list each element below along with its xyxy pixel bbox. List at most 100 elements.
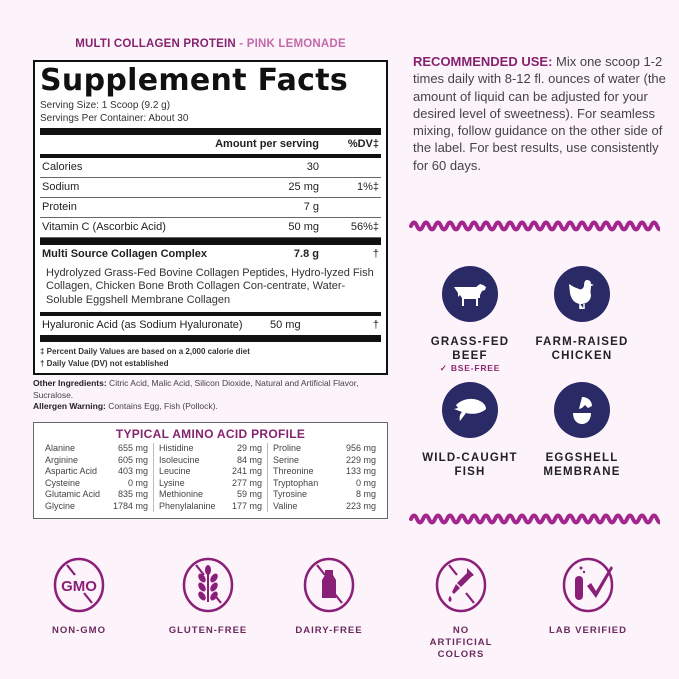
eggshell-icon <box>554 382 610 438</box>
serving-size: Serving Size: 1 Scoop (9.2 g) <box>40 100 171 111</box>
footnote-not-established: † Daily Value (DV) not established <box>40 359 169 369</box>
nutrient-amount: 7.8 g <box>293 248 319 260</box>
source-label: GRASS-FED BEEF <box>415 335 525 363</box>
amino-amount: 229 mg <box>345 454 376 465</box>
amino-row: Tyrosine 8 mg <box>273 489 376 501</box>
other-ingredients: Other Ingredients: Citric Acid, Malic Ac… <box>33 378 388 413</box>
badge-dairy-free: DAIRY-FREE <box>274 556 384 637</box>
amino-name: Isoleucine <box>159 454 200 465</box>
amino-row: Leucine 241 mg <box>159 466 262 478</box>
no-artificial-colors-icon <box>435 557 487 613</box>
amino-name: Valine <box>273 500 298 511</box>
nutrient-name: Multi Source Collagen Complex <box>42 248 208 260</box>
nutrient-amount: 30 <box>306 161 319 173</box>
amino-amount: 29 mg <box>236 443 262 453</box>
badge-label: GLUTEN-FREE <box>168 625 248 636</box>
facts-title: Supplement Facts <box>40 63 349 98</box>
chicken-icon <box>554 266 610 322</box>
dairy-free-icon <box>303 557 355 613</box>
product-name: MULTI COLLAGEN PROTEIN <box>75 38 236 50</box>
allergen-text: Contains Egg, Fish (Pollock). <box>105 401 218 411</box>
nutrient-name: Sodium <box>42 181 80 193</box>
cow-icon <box>442 266 498 322</box>
amino-name: Proline <box>273 443 302 453</box>
amino-row: Arginine 605 mg <box>45 455 148 467</box>
source-label-line: EGGSHELL <box>545 452 619 464</box>
amino-row: Tryptophan 0 mg <box>273 478 376 490</box>
divider <box>40 128 381 135</box>
nutrient-name: Hyaluronic Acid (as Sodium Hyaluronate) <box>42 319 243 332</box>
amino-amount: 835 mg <box>117 489 148 499</box>
badge-label: NON-GMO <box>52 625 106 636</box>
amino-row: Glutamic Acid 835 mg <box>45 489 148 501</box>
amino-name: Leucine <box>159 466 191 476</box>
badge-gluten-free: GLUTEN-FREE <box>153 556 263 637</box>
nutrient-amount: 25 mg <box>288 181 319 193</box>
badge-label: NO ARTIFICIAL COLORS <box>429 625 493 660</box>
amino-row: Phenylalanine 177 mg <box>159 501 262 513</box>
amino-row: Aspartic Acid 403 mg <box>45 466 148 478</box>
source-label-line: BEEF <box>452 350 488 362</box>
amino-title: TYPICAL AMINO ACID PROFILE <box>115 427 306 441</box>
nutrient-dv: † <box>372 248 379 260</box>
amino-row: Isoleucine 84 mg <box>159 455 262 467</box>
divider <box>40 154 381 158</box>
nutrient-dv <box>319 198 379 217</box>
source-label-line: GRASS-FED <box>430 336 510 348</box>
amino-row: Methionine 59 mg <box>159 489 262 501</box>
amino-name: Serine <box>273 454 300 465</box>
amino-row: Histidine 29 mg <box>159 443 262 455</box>
source-label-line: FARM-RAISED <box>535 336 629 348</box>
badge-label: LAB VERIFIED <box>549 625 627 636</box>
lab-verified-icon <box>562 557 614 613</box>
hyaluronic-row: Hyaluronic Acid (as Sodium Hyaluronate) 5… <box>40 316 381 335</box>
amino-amount: 0 mg <box>127 477 148 488</box>
non-gmo-icon: GMO <box>53 557 105 613</box>
source-cow: GRASS-FED BEEF ✓ BSE-FREE <box>415 266 525 374</box>
amino-amount: 8 mg <box>355 489 376 499</box>
badge-non-gmo: GMO NON-GMO <box>24 556 134 637</box>
nutrient-amount: 50 mg <box>270 319 301 332</box>
badge-label: DAIRY-FREE <box>295 625 363 636</box>
amino-column: Proline 956 mg Serine 229 mg Threonine 133 mg… <box>268 443 381 512</box>
nutrient-dv <box>319 158 379 177</box>
amino-row: Alanine 655 mg <box>45 443 148 455</box>
collagen-complex-row: Multi Source Collagen Complex 7.8 g † <box>40 245 381 264</box>
bse-free-note: ✓ BSE-FREE <box>439 363 501 373</box>
nutrient-amount: 50 mg <box>288 221 319 233</box>
source-label: EGGSHELL MEMBRANE <box>527 451 637 479</box>
other-ingredients-text: Citric Acid, Malic Acid, Silicon Dioxide… <box>33 378 359 400</box>
amino-row: Glycine 1784 mg <box>45 501 148 513</box>
supplement-facts-panel: Supplement Facts Serving Size: 1 Scoop (… <box>33 60 388 375</box>
fish-icon <box>442 382 498 438</box>
nutrient-row: Protein 7 g <box>40 198 381 218</box>
separator: - <box>235 38 247 50</box>
facts-header: Amount per serving %DV‡ <box>40 135 381 154</box>
recommended-text: Mix one scoop 1-2 times daily with 8-12 … <box>413 54 666 173</box>
flavor: PINK LEMONADE <box>246 38 346 50</box>
amount-header: Amount per serving <box>215 138 319 150</box>
amino-amount: 403 mg <box>117 466 148 476</box>
dv-header: %DV‡ <box>347 138 379 150</box>
amino-name: Aspartic Acid <box>45 466 98 476</box>
amino-name: Glycine <box>45 500 76 511</box>
amino-amount: 605 mg <box>117 454 148 465</box>
amino-amount: 1784 mg <box>112 500 148 511</box>
amino-acid-profile: TYPICAL AMINO ACID PROFILE Alanine 655 mg… <box>33 422 388 519</box>
amino-row: Serine 229 mg <box>273 455 376 467</box>
servings-per-container: Servings Per Container: About 30 <box>40 113 189 124</box>
source-chicken: FARM-RAISED CHICKEN <box>527 266 637 363</box>
amino-name: Tryptophan <box>273 477 319 488</box>
source-label-line: MEMBRANE <box>543 466 621 478</box>
nutrient-dv: 56%‡ <box>350 221 379 233</box>
nutrient-name: Vitamin C (Ascorbic Acid) <box>42 221 166 233</box>
amino-row: Lysine 277 mg <box>159 478 262 490</box>
amino-amount: 956 mg <box>345 443 376 453</box>
amino-row: Cysteine 0 mg <box>45 478 148 490</box>
source-eggshell: EGGSHELL MEMBRANE <box>527 382 637 479</box>
source-fish: WILD-CAUGHT FISH <box>415 382 525 479</box>
source-label-line: CHICKEN <box>551 350 613 362</box>
amino-name: Phenylalanine <box>159 500 216 511</box>
nutrient-row: Calories 30 <box>40 158 381 178</box>
amino-name: Arginine <box>45 454 79 465</box>
